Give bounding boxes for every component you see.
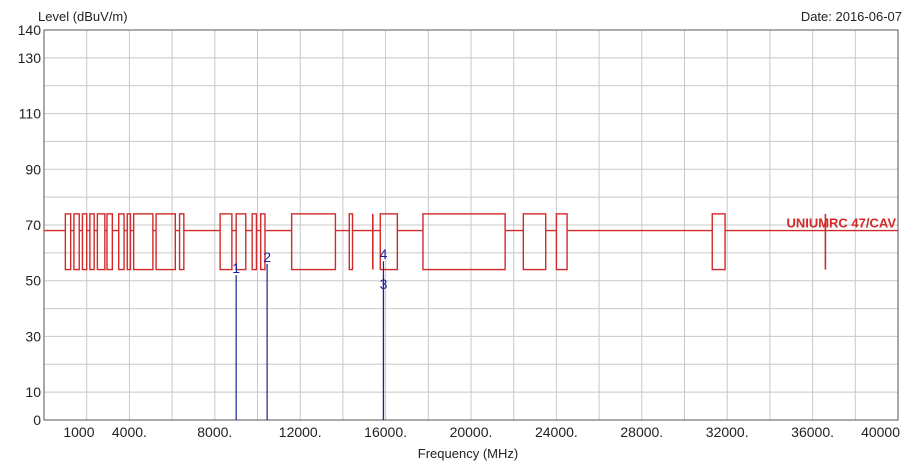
limit-notch xyxy=(81,213,88,271)
limit-notch xyxy=(118,213,125,271)
x-tick-label: 12000. xyxy=(279,424,322,440)
limit-notch xyxy=(555,213,568,271)
limit-notch xyxy=(106,213,114,271)
limit-notch xyxy=(178,213,185,271)
limit-notch xyxy=(348,213,354,271)
y-tick-label: 90 xyxy=(25,161,41,177)
limit-line: UNIUMRC 47/CAV xyxy=(44,213,898,271)
limit-notch xyxy=(96,213,106,271)
limit-notch xyxy=(132,213,154,271)
limit-notch xyxy=(711,213,726,271)
y-axis-label: Level (dBuV/m) xyxy=(38,9,128,24)
x-tick-label: 16000. xyxy=(364,424,407,440)
limit-notch xyxy=(89,213,95,271)
limit-notch xyxy=(290,213,337,271)
x-tick-label: 28000. xyxy=(620,424,663,440)
y-tick-label: 50 xyxy=(25,273,41,289)
limit-notch xyxy=(422,213,506,271)
y-tick-label: 10 xyxy=(25,384,41,400)
date-label: Date: 2016-06-07 xyxy=(801,9,902,24)
y-tick-label: 70 xyxy=(25,217,41,233)
plot-frame xyxy=(43,29,899,421)
marker-label: 1 xyxy=(232,260,240,276)
x-axis-ticks: 1000 4000. 8000. 12000. 16000. 20000. 24000. 28… xyxy=(63,424,900,440)
x-tick-label: 36000. xyxy=(791,424,834,440)
limit-notch xyxy=(251,213,258,271)
x-tick-label: 40000 xyxy=(861,424,900,440)
x-tick-label: 4000. xyxy=(112,424,147,440)
limit-label: UNIUMRC 47/CAV xyxy=(786,216,896,231)
limit-notch xyxy=(260,213,266,271)
marker-label: 4 xyxy=(380,246,388,262)
chart-grid xyxy=(44,30,898,420)
limit-notch xyxy=(219,213,233,271)
limit-notch xyxy=(155,213,177,271)
limit-notch xyxy=(64,213,72,271)
y-tick-label: 30 xyxy=(25,328,41,344)
x-axis-label: Frequency (MHz) xyxy=(418,446,518,461)
y-tick-label: 110 xyxy=(19,106,42,122)
y-tick-label: 140 xyxy=(18,22,42,38)
x-tick-label: 8000. xyxy=(197,424,232,440)
x-tick-label: 1000 xyxy=(63,424,94,440)
x-tick-label: 24000. xyxy=(535,424,578,440)
limit-notch xyxy=(235,213,247,271)
x-tick-label: 20000. xyxy=(450,424,493,440)
limit-notch xyxy=(522,213,547,271)
marker-lines: 1234 xyxy=(232,246,388,420)
y-tick-label: 0 xyxy=(33,412,41,428)
y-tick-label: 130 xyxy=(18,50,42,66)
y-axis-ticks: 0 10 30 50 70 90 110 130 140 xyxy=(18,22,42,428)
limit-notch xyxy=(73,213,80,271)
marker-label: 2 xyxy=(263,249,271,265)
limit-notch xyxy=(126,213,132,271)
x-tick-label: 32000. xyxy=(706,424,749,440)
limit-notch xyxy=(379,213,399,271)
